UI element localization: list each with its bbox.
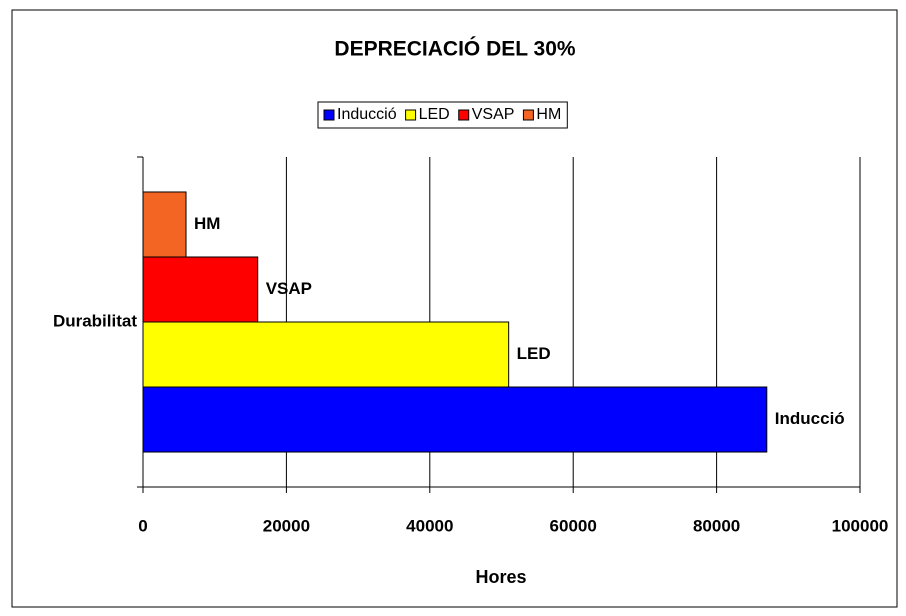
- legend-label: Inducció: [337, 106, 397, 123]
- x-tick-label: 0: [138, 516, 147, 535]
- legend-label: HM: [536, 106, 561, 123]
- data-label: LED: [517, 344, 551, 363]
- x-axis-label: Hores: [475, 567, 526, 587]
- y-tick-label: Durabilitat: [53, 311, 137, 330]
- legend-swatch: [522, 109, 534, 121]
- x-tick-label: 80000: [693, 516, 740, 535]
- x-tick-label: 20000: [263, 516, 310, 535]
- bar: [142, 321, 510, 388]
- x-tick-label: 100000: [832, 516, 889, 535]
- legend: Inducció LED VSAP HM: [317, 101, 568, 129]
- legend-swatch: [458, 109, 470, 121]
- data-label: VSAP: [266, 279, 312, 298]
- legend-box: [317, 101, 568, 129]
- data-label: HM: [194, 214, 220, 233]
- bar: [142, 191, 187, 258]
- data-label: Inducció: [775, 409, 845, 428]
- legend-swatch: [405, 109, 417, 121]
- legend-label: VSAP: [472, 106, 515, 123]
- legend-swatch: [323, 109, 335, 121]
- bar: [142, 386, 768, 453]
- x-tick-label: 60000: [550, 516, 597, 535]
- bar: [142, 256, 259, 323]
- x-tick-label: 40000: [406, 516, 453, 535]
- legend-label: LED: [419, 106, 450, 123]
- chart-title: DEPRECIACIÓ DEL 30%: [334, 37, 575, 61]
